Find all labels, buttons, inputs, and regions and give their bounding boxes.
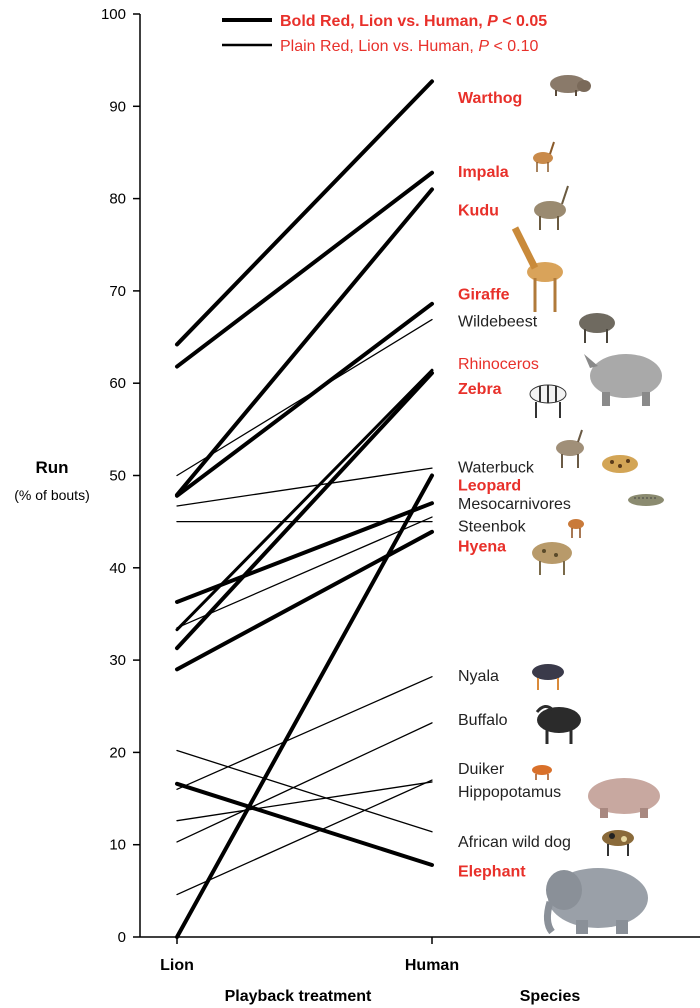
wildebeest-icon	[579, 313, 615, 343]
series-line	[176, 722, 433, 843]
y-tick-label: 30	[109, 652, 126, 669]
series-line	[175, 170, 434, 369]
y-tick-label: 0	[118, 929, 126, 946]
species-label: Leopard	[458, 478, 521, 495]
species-label: Impala	[458, 164, 509, 181]
species-label: Buffalo	[458, 712, 508, 729]
species-axis-label: Species	[520, 988, 581, 1005]
species-labels: Warthog Impala Kudu Giraffe Wildebeest Rhinoc…	[458, 90, 571, 880]
series-line	[175, 187, 434, 497]
series-line	[176, 676, 433, 790]
y-tick-label: 70	[109, 283, 126, 300]
y-tick-label: 90	[109, 98, 126, 115]
y-tick-label: 80	[109, 191, 126, 208]
hippopotamus-icon	[588, 778, 660, 818]
series-line	[176, 749, 433, 833]
species-label: Nyala	[458, 668, 499, 685]
y-axis-sublabel: (% of bouts)	[14, 487, 89, 503]
y-tick-label: 10	[109, 837, 126, 854]
species-label: Giraffe	[458, 287, 510, 304]
series-line	[175, 781, 434, 868]
species-label: Rhinoceros	[458, 356, 539, 373]
legend: Bold Red, Lion vs. Human, P < 0.05 Plain…	[222, 13, 547, 55]
y-tick-label: 100	[101, 6, 126, 23]
waterbuck-icon	[556, 429, 584, 468]
rhinoceros-icon	[584, 354, 662, 406]
duiker-icon	[532, 765, 552, 780]
steenbok-icon	[568, 519, 584, 538]
series-line	[176, 516, 433, 629]
species-label: Hyena	[458, 539, 506, 556]
y-axis-label: Run	[35, 458, 68, 477]
species-label: Waterbuck	[458, 459, 535, 476]
x-axis-label: Playback treatment	[225, 988, 372, 1005]
nyala-icon	[532, 664, 564, 690]
series-line	[175, 501, 434, 604]
y-tick-label: 40	[109, 560, 126, 577]
legend-bold-text: Bold Red, Lion vs. Human, P < 0.05	[280, 13, 547, 30]
warthog-icon	[550, 75, 591, 96]
species-label: Mesocarnivores	[458, 496, 571, 513]
y-tick-label: 60	[109, 375, 126, 392]
y-tick-label: 20	[109, 744, 126, 761]
buffalo-icon	[535, 705, 581, 744]
species-label: Warthog	[458, 90, 522, 107]
species-label: Steenbok	[458, 518, 527, 535]
y-ticks: 0 10 20 30 40 50 60 70 80 90 100	[101, 6, 140, 946]
species-label: Elephant	[458, 864, 526, 881]
hyena-icon	[532, 542, 572, 575]
series-line	[175, 473, 434, 939]
series-line	[175, 301, 434, 498]
species-label: African wild dog	[458, 834, 571, 851]
elephant-icon	[543, 868, 648, 935]
animal-icons	[511, 75, 664, 935]
series-lines	[175, 79, 434, 939]
species-label: Duiker	[458, 761, 505, 778]
leopard-icon	[602, 455, 638, 473]
series-line	[176, 318, 433, 477]
x-ticks: Lion Human	[160, 937, 459, 974]
y-tick-label: 50	[109, 468, 126, 485]
zebra-icon	[529, 384, 567, 418]
series-line	[176, 781, 433, 822]
series-line	[176, 779, 433, 896]
giraffe-icon	[511, 226, 563, 312]
mesocarnivore-icon	[628, 494, 664, 506]
species-label: Zebra	[458, 381, 502, 398]
kudu-icon	[534, 185, 569, 230]
species-label: Wildebeest	[458, 313, 538, 330]
series-line	[175, 79, 434, 347]
series-line	[175, 371, 434, 651]
x-tick-label: Lion	[160, 957, 194, 974]
legend-plain-text: Plain Red, Lion vs. Human, P < 0.10	[280, 38, 538, 55]
series-line	[176, 467, 433, 507]
impala-icon	[533, 141, 555, 172]
wild-dog-icon	[602, 830, 634, 856]
species-label: Kudu	[458, 203, 499, 220]
x-tick-label: Human	[405, 957, 459, 974]
species-label: Hippopotamus	[458, 784, 561, 801]
